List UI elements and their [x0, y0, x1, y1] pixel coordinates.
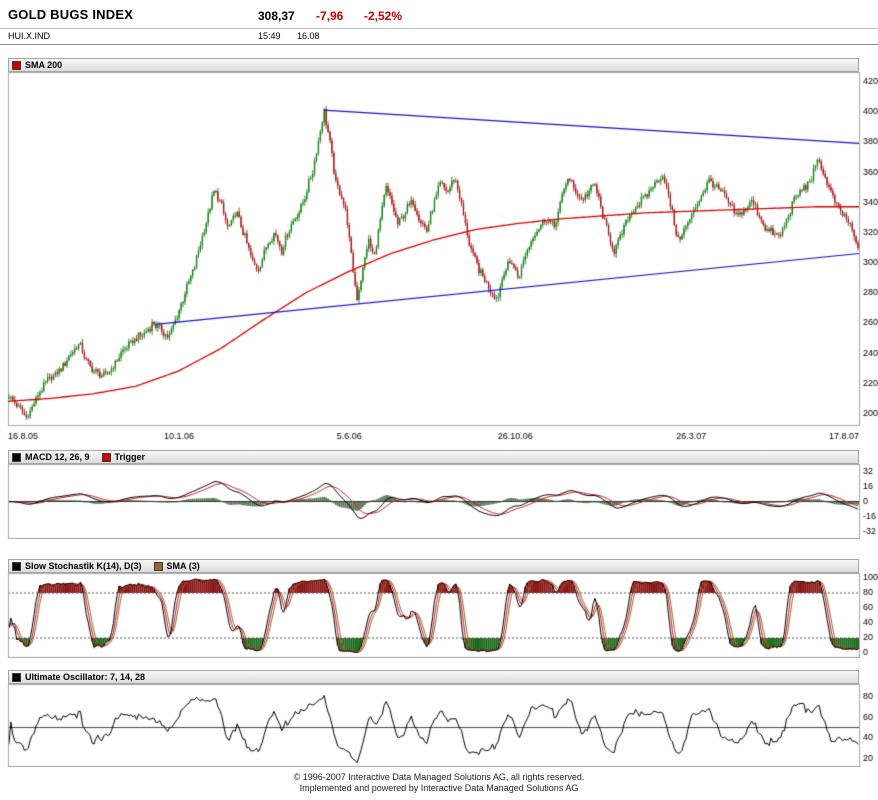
stochastic-legend-swatch-icon — [12, 561, 21, 571]
macd-legend-swatch-icon — [12, 452, 21, 462]
last-price: 308,37 — [258, 9, 295, 23]
copyright-line: © 1996-2007 Interactive Data Managed Sol… — [293, 772, 585, 782]
sma200-legend-swatch-icon — [12, 60, 21, 70]
macd-legend: MACD 12, 26, 9 Trigger — [8, 450, 859, 464]
instrument-name: GOLD BUGS INDEX — [8, 7, 134, 22]
macd-legend-label: MACD 12, 26, 9 — [25, 452, 90, 462]
stochastic-sma-legend-swatch-icon — [153, 561, 163, 571]
sma200-legend-label: SMA 200 — [25, 60, 63, 70]
stochastic-chart-canvas — [0, 573, 878, 658]
stochastic-legend: Slow Stochastik K(14), D(3) SMA (3) — [8, 559, 859, 573]
price-legend: SMA 200 — [8, 58, 859, 72]
price-chart-canvas — [0, 72, 878, 446]
header-divider — [0, 28, 878, 29]
quote-date: 16.08 — [297, 31, 320, 41]
macd-panel: MACD 12, 26, 9 Trigger — [0, 450, 878, 539]
footer: © 1996-2007 Interactive Data Managed Sol… — [0, 772, 878, 794]
ultimate-oscillator-chart-canvas — [0, 684, 878, 767]
price-change: -7,96 — [316, 9, 344, 23]
ultimate-oscillator-legend-swatch-icon — [12, 672, 21, 682]
quote-header: GOLD BUGS INDEX HUI.X.IND 308,37 -7,96 -… — [0, 0, 878, 45]
price-panel: SMA 200 — [0, 58, 878, 446]
macd-chart-canvas — [0, 464, 878, 539]
powered-by-line: Implemented and powered by Interactive D… — [299, 783, 579, 793]
ultimate-oscillator-legend: Ultimate Oscillator: 7, 14, 28 — [8, 670, 859, 684]
ultimate-oscillator-panel: Ultimate Oscillator: 7, 14, 28 — [0, 670, 878, 767]
price-change-percent: -2,52% — [364, 9, 403, 23]
ultimate-oscillator-legend-label: Ultimate Oscillator: 7, 14, 28 — [25, 672, 146, 682]
stochastic-legend-label: Slow Stochastik K(14), D(3) — [25, 561, 142, 571]
stochastic-panel: Slow Stochastik K(14), D(3) SMA (3) — [0, 559, 878, 658]
trigger-legend-label: Trigger — [114, 452, 146, 462]
instrument-symbol: HUI.X.IND — [8, 31, 51, 41]
trigger-legend-swatch-icon — [101, 452, 111, 462]
quote-time: 15:49 — [258, 31, 281, 41]
stochastic-sma-legend-label: SMA (3) — [166, 561, 200, 571]
